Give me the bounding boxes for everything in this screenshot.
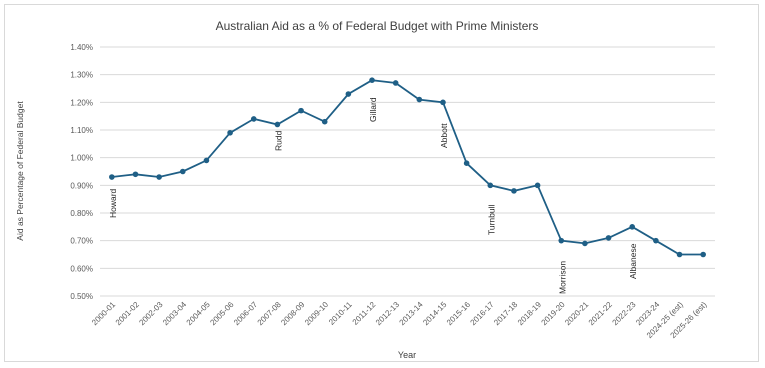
data-point [275, 122, 281, 128]
x-tick-label: 2001-02 [114, 300, 142, 328]
data-point [298, 108, 304, 114]
y-tick-label: 1.30% [70, 71, 93, 80]
data-point [204, 158, 210, 164]
y-tick-label: 0.60% [70, 264, 93, 273]
x-tick-label: 2007-08 [256, 300, 284, 328]
x-tick-label: 2014-15 [421, 300, 449, 328]
y-tick-label: 0.80% [70, 209, 93, 218]
x-tick-label: 2013-14 [398, 300, 426, 328]
x-tick-label: 2022-23 [611, 300, 639, 328]
data-point [417, 97, 423, 103]
data-point [606, 235, 612, 241]
data-point [440, 100, 446, 106]
data-point [180, 169, 186, 175]
data-point [511, 188, 517, 194]
x-tick-label: 2018-19 [516, 300, 544, 328]
x-tick-label: 2006-07 [232, 300, 260, 328]
data-point [464, 160, 470, 166]
data-point [346, 91, 352, 97]
data-markers [109, 77, 706, 257]
x-tick-label: 2012-13 [374, 300, 402, 328]
y-axis-label: Aid as Percentage of Federal Budget [15, 101, 25, 241]
x-tick-label: 2008-09 [279, 300, 307, 328]
x-tick-label: 2017-18 [492, 300, 520, 328]
gridlines [100, 47, 715, 296]
y-tick-label: 1.10% [70, 126, 93, 135]
y-tick-label: 1.00% [70, 154, 93, 163]
x-tick-label: 2020-21 [563, 300, 591, 328]
data-point [227, 130, 233, 136]
data-point [653, 238, 659, 244]
y-tick-label: 1.20% [70, 98, 93, 107]
y-tick-label: 0.90% [70, 181, 93, 190]
pm-annotation-label: Morrison [557, 261, 567, 294]
data-point [700, 252, 706, 258]
x-tick-label: 2016-17 [469, 300, 497, 328]
x-tick-label: 2011-12 [351, 300, 378, 327]
data-point [677, 252, 683, 258]
data-point [109, 174, 115, 180]
x-tick-label: 2005-06 [208, 300, 236, 328]
y-tick-label: 0.70% [70, 237, 93, 246]
data-point [156, 174, 162, 180]
x-tick-label: 2004-05 [185, 300, 213, 328]
x-tick-label: 2015-16 [445, 300, 473, 328]
pm-annotation-label: Howard [108, 188, 118, 218]
y-tick-labels: 0.50% 0.60% 0.70% 0.80% 0.90% 1.00% 1.10% 1.20%… [70, 43, 93, 301]
pm-annotations: Howard Rudd Gillard Abbott Turnbull Morrison A… [108, 97, 638, 294]
x-axis-label: Year [398, 350, 416, 360]
data-point [558, 238, 564, 244]
data-point [322, 119, 328, 125]
x-tick-label: 2021-22 [587, 300, 615, 328]
x-tick-label: 2010-11 [327, 300, 354, 327]
pm-annotation-label: Rudd [273, 130, 283, 151]
data-point [369, 77, 375, 83]
pm-annotation-label: Albanese [628, 243, 638, 279]
data-point [535, 183, 541, 189]
data-point [582, 241, 588, 247]
x-tick-label: 2002-03 [137, 300, 165, 328]
data-point [393, 80, 399, 86]
data-point [629, 224, 635, 230]
x-tick-labels: 2000-012001-022002-032003-042004-052005-… [90, 300, 709, 340]
pm-annotation-label: Turnbull [486, 204, 496, 235]
x-tick-label: 2019-20 [540, 300, 568, 328]
pm-annotation-label: Gillard [368, 97, 378, 122]
pm-annotation-label: Abbott [439, 123, 449, 148]
line-chart: Australian Aid as a % of Federal Budget … [5, 5, 760, 363]
x-tick-label: 2003-04 [161, 300, 189, 328]
series-line [112, 80, 703, 254]
data-point [251, 116, 257, 122]
x-tick-label: 2009-10 [303, 300, 331, 328]
chart-title: Australian Aid as a % of Federal Budget … [216, 19, 539, 33]
x-tick-label: 2000-01 [90, 300, 118, 328]
y-tick-label: 0.50% [70, 292, 93, 301]
chart-frame: Australian Aid as a % of Federal Budget … [4, 4, 759, 362]
data-point [133, 171, 139, 177]
data-point [487, 183, 493, 189]
y-tick-label: 1.40% [70, 43, 93, 52]
